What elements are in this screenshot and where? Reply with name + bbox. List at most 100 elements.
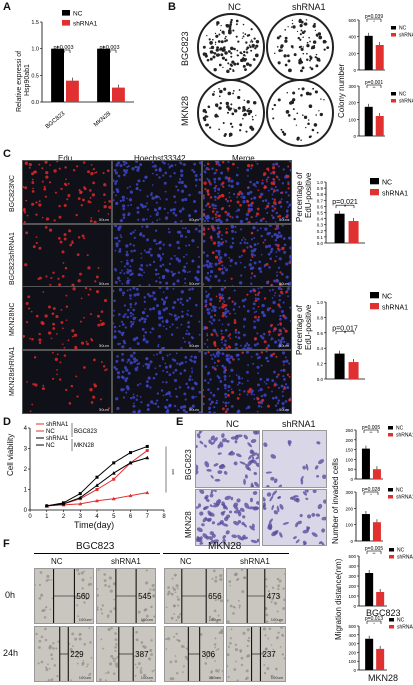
nucleus [188,378,192,382]
colony [308,135,312,139]
cell-texture [209,676,213,680]
invaded-cell [266,484,270,487]
nucleus [208,410,212,413]
nucleus [30,310,33,313]
cell-texture [237,599,240,602]
cell-texture [143,673,146,677]
panel-f-group-rule-1 [34,553,160,554]
cell-texture [102,647,105,650]
nucleus [95,275,99,279]
invaded-cell [252,491,258,496]
nucleus [67,182,70,185]
nucleus [218,267,222,271]
nucleus [103,183,107,187]
nucleus [86,254,89,257]
nucleus [256,318,260,322]
invaded-cell [250,539,258,544]
nucleus [117,342,120,346]
nucleus [225,304,228,307]
nucleus [122,169,126,172]
nucleus [211,226,215,230]
legend-label-shrna1: shRNA1 [396,495,413,501]
invaded-cell [271,490,278,496]
colony [244,68,247,72]
nucleus [90,217,93,219]
nucleus [231,241,235,245]
colony [308,36,310,39]
nucleus [277,333,281,337]
nucleus [49,283,52,286]
colony [292,91,296,95]
nucleus [236,166,239,169]
nucleus [84,287,88,290]
nucleus [184,355,188,359]
cell-texture [279,620,282,623]
nucleus [238,255,241,259]
cell-texture [147,657,152,661]
nucleus [218,261,221,265]
colony [231,125,234,128]
invaded-cell [269,495,274,502]
x-tick-label: 4 [95,514,99,520]
y-tick-label: 3 [24,447,28,453]
nucleus [203,219,207,223]
colony-dots [271,87,325,141]
nucleus [93,383,96,386]
legend-swatch-shrna1 [388,495,393,499]
invaded-cell [217,470,223,474]
p-value: p=0.003 [53,45,73,51]
nucleus [156,304,159,308]
nucleus [114,267,117,271]
cell-texture [103,579,107,583]
nucleus [220,332,223,335]
invasion-image-bgc823-nc [195,430,260,488]
nucleus [279,314,282,318]
cell-texture [149,588,152,591]
nucleus [266,359,269,363]
y-tick-label: 4 [24,426,28,432]
nucleus [119,164,123,168]
nucleus [238,190,242,194]
edu-image: 50um [22,160,112,224]
nucleus [204,365,208,368]
colony-plate-mkn28-nc [197,79,265,147]
nucleus [243,266,246,269]
nucleus [260,192,264,196]
nucleus [188,288,191,291]
nucleus [260,401,264,405]
colony [318,59,321,62]
nucleus [48,305,51,309]
invaded-cell [210,490,214,495]
invaded-cell [233,504,239,511]
bar-shrna1 [375,116,384,136]
point [129,451,132,455]
nucleus [118,325,121,328]
nucleus [226,212,230,216]
nucleus [51,351,54,354]
colony [210,45,215,50]
nucleus [135,398,138,401]
nucleus [239,228,243,231]
nucleus [261,182,264,185]
nucleus [247,364,249,366]
nucleus [173,314,177,318]
invaded-cell [199,511,204,516]
sig-stars: ** [372,551,376,556]
nucleus [113,179,115,182]
nucleus [241,382,244,385]
nucleus [289,306,291,309]
nucleus [207,311,211,315]
nucleus [32,245,36,249]
nucleus [38,338,42,342]
nucleus [217,225,220,226]
colony [299,57,302,60]
nucleus [287,205,290,208]
cell-texture [230,628,233,631]
nucleus [208,181,211,184]
wound-image: 237 100um [226,626,286,682]
cell-texture [238,604,241,607]
nucleus [215,185,218,187]
nucleus [65,183,68,187]
nucleus [220,329,223,332]
cell-texture [236,679,239,681]
